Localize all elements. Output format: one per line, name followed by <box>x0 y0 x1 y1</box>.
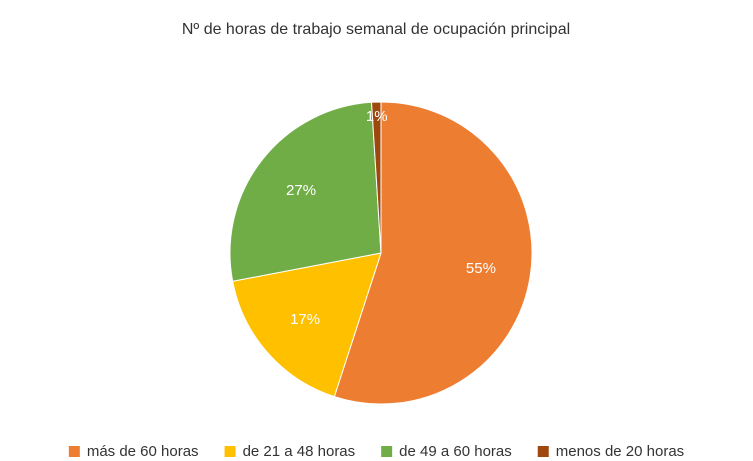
legend-label: más de 60 horas <box>87 443 199 460</box>
pie-slice <box>333 101 533 405</box>
legend-swatch <box>537 446 549 457</box>
data-label: 27% <box>286 182 316 199</box>
pie-slice <box>232 252 382 398</box>
legend-swatch <box>224 446 236 457</box>
legend-swatch <box>381 446 393 457</box>
pie-slice <box>370 101 382 254</box>
data-label: 17% <box>290 311 320 328</box>
pie-slice <box>229 101 382 282</box>
legend-swatch <box>68 446 80 457</box>
chart-title: Nº de horas de trabajo semanal de ocupac… <box>182 21 570 38</box>
data-label: 1% <box>366 108 388 125</box>
legend-label: de 49 a 60 horas <box>399 443 512 460</box>
legend-label: de 21 a 48 horas <box>243 443 356 460</box>
legend-label: menos de 20 horas <box>556 443 684 460</box>
data-label: 55% <box>466 260 496 277</box>
